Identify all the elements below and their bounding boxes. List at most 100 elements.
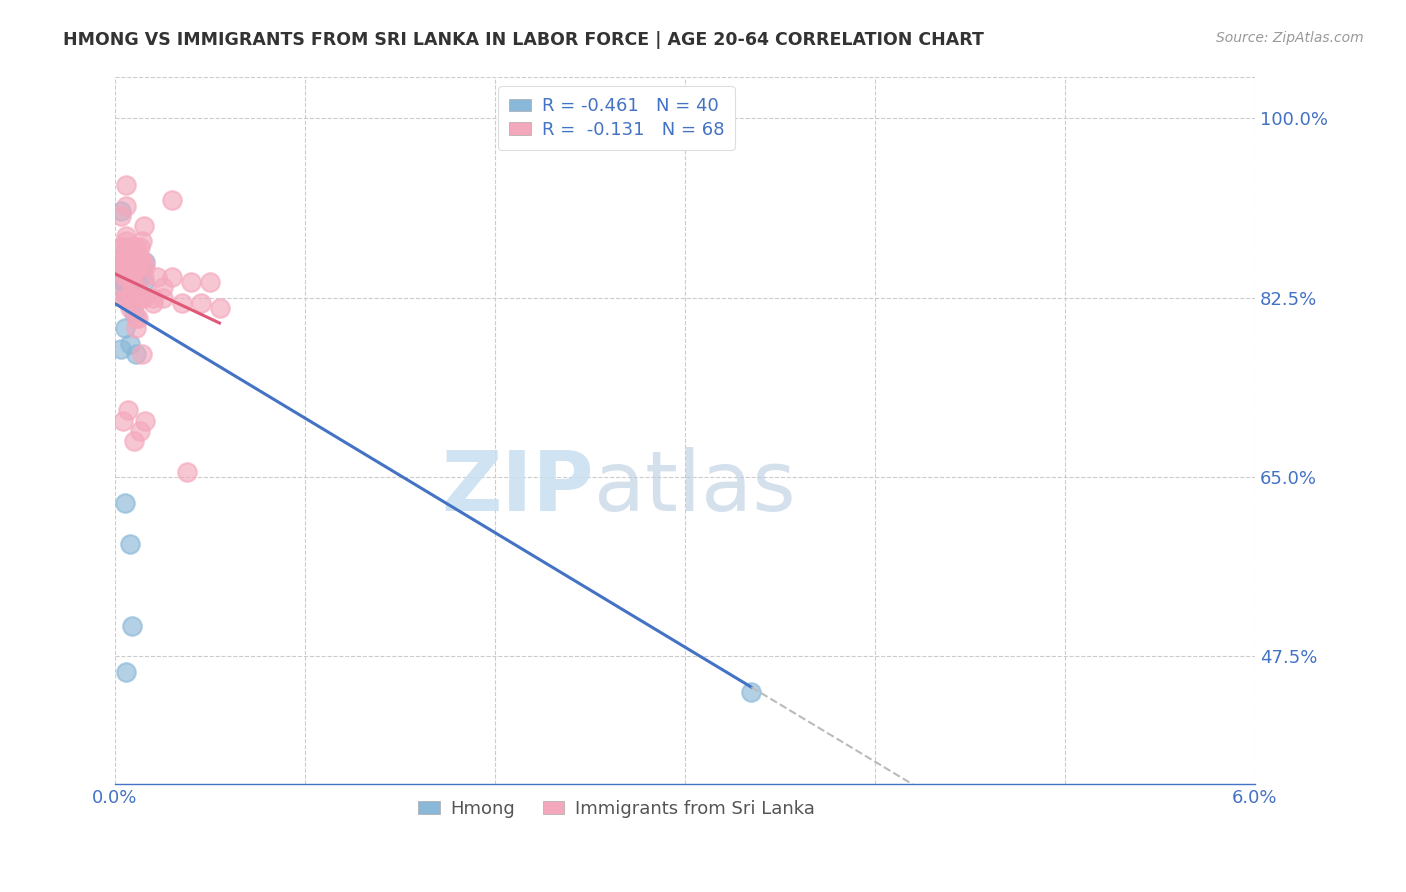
Point	[142, 291, 165, 305]
Point	[131, 347, 153, 361]
Point	[127, 260, 149, 274]
Point	[121, 280, 143, 294]
Point	[128, 250, 150, 264]
Point	[110, 342, 132, 356]
Point	[120, 336, 142, 351]
Point	[127, 260, 149, 274]
Text: HMONG VS IMMIGRANTS FROM SRI LANKA IN LABOR FORCE | AGE 20-64 CORRELATION CHART: HMONG VS IMMIGRANTS FROM SRI LANKA IN LA…	[63, 31, 984, 49]
Point	[111, 255, 134, 269]
Point	[122, 434, 145, 449]
Point	[180, 276, 202, 290]
Point	[114, 291, 136, 305]
Point	[198, 276, 221, 290]
Text: Source: ZipAtlas.com: Source: ZipAtlas.com	[1216, 31, 1364, 45]
Point	[740, 685, 762, 699]
Point	[134, 414, 156, 428]
Point	[115, 198, 138, 212]
Point	[125, 239, 148, 253]
Point	[120, 301, 142, 315]
Point	[120, 265, 142, 279]
Point	[110, 239, 132, 253]
Point	[111, 414, 134, 428]
Point	[117, 260, 139, 274]
Point	[121, 239, 143, 253]
Point	[117, 250, 139, 264]
Point	[121, 265, 143, 279]
Point	[115, 260, 138, 274]
Text: ZIP: ZIP	[441, 447, 593, 528]
Point	[160, 270, 183, 285]
Point	[127, 291, 149, 305]
Point	[114, 270, 136, 285]
Point	[131, 235, 153, 249]
Point	[146, 270, 169, 285]
Point	[110, 209, 132, 223]
Point	[160, 194, 183, 208]
Point	[127, 260, 149, 274]
Point	[132, 270, 155, 285]
Point	[114, 260, 136, 274]
Point	[152, 280, 174, 294]
Point	[122, 270, 145, 285]
Point	[125, 311, 148, 326]
Point	[110, 280, 132, 294]
Point	[114, 321, 136, 335]
Point	[122, 270, 145, 285]
Point	[152, 291, 174, 305]
Point	[127, 260, 149, 274]
Point	[122, 265, 145, 279]
Point	[120, 276, 142, 290]
Point	[120, 244, 142, 259]
Point	[127, 250, 149, 264]
Point	[122, 276, 145, 290]
Point	[131, 291, 153, 305]
Point	[121, 291, 143, 305]
Point	[110, 239, 132, 253]
Text: atlas: atlas	[593, 447, 796, 528]
Legend: Hmong, Immigrants from Sri Lanka: Hmong, Immigrants from Sri Lanka	[411, 792, 823, 825]
Point	[117, 403, 139, 417]
Point	[117, 260, 139, 274]
Point	[128, 260, 150, 274]
Point	[121, 260, 143, 274]
Point	[170, 296, 193, 310]
Point	[122, 280, 145, 294]
Point	[121, 276, 143, 290]
Point	[114, 250, 136, 264]
Point	[208, 301, 231, 315]
Point	[115, 229, 138, 244]
Point	[121, 270, 143, 285]
Point	[114, 496, 136, 510]
Point	[125, 321, 148, 335]
Point	[125, 280, 148, 294]
Point	[115, 270, 138, 285]
Point	[111, 255, 134, 269]
Point	[114, 255, 136, 269]
Point	[115, 291, 138, 305]
Point	[128, 270, 150, 285]
Point	[128, 260, 150, 274]
Point	[128, 424, 150, 438]
Point	[114, 244, 136, 259]
Point	[115, 270, 138, 285]
Point	[111, 260, 134, 274]
Point	[142, 296, 165, 310]
Point	[134, 255, 156, 269]
Point	[127, 250, 149, 264]
Point	[125, 347, 148, 361]
Point	[110, 203, 132, 218]
Point	[114, 276, 136, 290]
Point	[122, 306, 145, 320]
Point	[122, 276, 145, 290]
Point	[132, 255, 155, 269]
Point	[120, 536, 142, 550]
Point	[128, 239, 150, 253]
Point	[127, 311, 149, 326]
Point	[132, 219, 155, 233]
Point	[120, 270, 142, 285]
Point	[115, 235, 138, 249]
Point	[120, 265, 142, 279]
Point	[190, 296, 212, 310]
Point	[176, 465, 198, 479]
Point	[134, 260, 156, 274]
